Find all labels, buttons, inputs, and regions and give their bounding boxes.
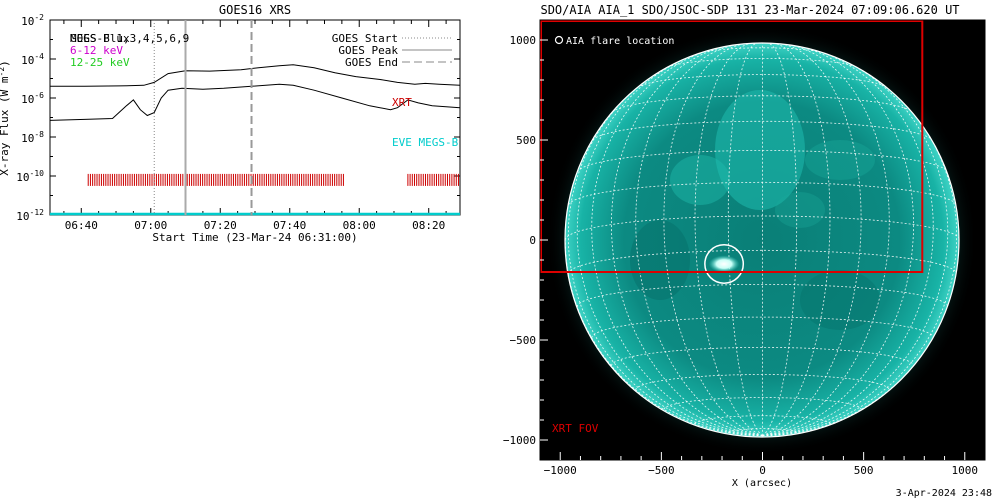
aia-x-tick-label: 1000: [952, 464, 979, 477]
legend-goes-end: GOES End: [345, 56, 398, 69]
aia-grid-line: [591, 47, 763, 437]
goes-y-tick-label: 10-6: [21, 91, 44, 106]
aia-heliographic-grid: [565, 43, 959, 437]
goes-y-tick-label: 10-4: [21, 52, 44, 67]
goes-plot-area: [49, 20, 461, 216]
aia-grid-line: [576, 284, 949, 307]
goes-x-axis-label: Start Time (23-Mar-24 06:31:00): [152, 231, 357, 244]
xrt-series-label: XRT: [392, 96, 412, 109]
aia-grid-line: [635, 44, 763, 437]
aia-limb: [564, 42, 960, 438]
legend-6-12-kev: 6-12 keV: [70, 44, 123, 57]
xrt-series: [87, 173, 459, 186]
aia-y-tick-label: −1000: [503, 434, 536, 447]
goes-xrs-chart: GOES16 XRS 10-12 10-10 10-8 10-6 10-4 10-2 06…: [0, 3, 461, 244]
goes-x-ticks: 06:40 07:00 07:20 07:40 08:00 08:20: [63, 20, 447, 232]
aia-legend-label: AIA flare location: [566, 36, 674, 47]
aia-grid-line: [727, 428, 798, 433]
aia-legend-circle-icon: [554, 35, 564, 45]
aia-grid-line: [762, 44, 890, 437]
eve-series-label: EVE MEGS-B: [392, 136, 459, 149]
aia-image-panel: SDO/AIA AIA_1 SDO/JSOC-SDP 131 23-Mar-20…: [503, 3, 986, 489]
legend-goes-start: GOES Start: [332, 32, 398, 45]
aia-x-tick-label: −1000: [544, 464, 577, 477]
goes-x-tick-label: 07:20: [204, 219, 237, 232]
aia-grid-line: [663, 397, 862, 410]
goes-short-channel-series: [49, 83, 461, 121]
goes-x-tick-label: 08:00: [343, 219, 376, 232]
aia-solar-disk: [565, 43, 959, 437]
aia-y-tick-label: 0: [529, 234, 536, 247]
goes-y-ticks: 10-12 10-10 10-8 10-6 10-4 10-2: [16, 13, 460, 223]
goes-chart-title: GOES16 XRS: [219, 3, 291, 17]
aia-y-tick-label: 500: [516, 134, 536, 147]
goes-x-tick-label: 07:00: [134, 219, 167, 232]
aia-grid-line: [762, 43, 862, 437]
aia-grid-line: [611, 347, 914, 366]
aia-grid-line: [612, 95, 913, 113]
aia-flare-brightening: [708, 255, 740, 273]
goes-y-tick-label: 10-8: [21, 130, 44, 145]
legend-goes-peak: GOES Peak: [338, 44, 398, 57]
goes-x-tick-label: 06:40: [65, 219, 98, 232]
aia-y-tick-label: −500: [510, 334, 537, 347]
aia-grid-line: [762, 43, 831, 437]
aia-y-tick-label: 1000: [510, 34, 537, 47]
aia-axis-ticks: −1000 −500 0 500 1000 −1000 −500 0 500 1000: [503, 34, 978, 477]
aia-grid-line: [565, 215, 959, 241]
aia-grid-line: [762, 43, 798, 437]
aia-grid-line: [663, 43, 763, 437]
xrt-fov-box: [540, 20, 924, 273]
aia-grid-line: [727, 43, 763, 437]
aia-grid-line: [762, 78, 958, 437]
goes-x-tick-label: 07:40: [273, 219, 306, 232]
goes-y-axis-label: X-ray Flux (W m-2): [0, 60, 11, 176]
aia-grid-line: [637, 74, 888, 88]
aia-disk-texture: [630, 90, 880, 330]
xrt-fov-label: XRT FOV: [552, 422, 599, 435]
goes-y-tick-label: 10-10: [16, 169, 44, 184]
goes-y-tick-label: 10-2: [21, 13, 44, 28]
legend-goes-flux: GOES Flux: [70, 32, 130, 45]
goes-long-channel-series: [50, 64, 461, 87]
aia-grid-line: [610, 44, 763, 437]
aia-grid-line: [762, 47, 934, 437]
aia-grid-line: [576, 53, 763, 437]
aia-grid-line: [762, 53, 949, 437]
aia-x-tick-label: 500: [854, 464, 874, 477]
aia-x-tick-label: 0: [759, 464, 766, 477]
goes-x-tick-label: 08:20: [412, 219, 445, 232]
legend-12-25-kev: 12-25 keV: [70, 56, 130, 69]
aia-flare-circle: [704, 244, 745, 284]
aia-x-tick-label: −500: [648, 464, 675, 477]
aia-title: SDO/AIA AIA_1 SDO/JSOC-SDP 131 23-Mar-20…: [540, 3, 959, 17]
aia-grid-line: [592, 120, 933, 141]
aia-x-axis-label: X (arcsec): [732, 478, 792, 489]
aia-grid-line: [762, 44, 915, 437]
aia-flare-location: [704, 244, 745, 284]
aia-grid-line: [567, 78, 763, 437]
goes-y-tick-label: 10-12: [16, 208, 44, 223]
timestamp: 3-Apr-2024 23:48: [896, 488, 992, 499]
legend-megs-b: MEGS-B 1,3,4,5,6,9: [70, 32, 189, 45]
aia-grid-line: [694, 43, 763, 437]
